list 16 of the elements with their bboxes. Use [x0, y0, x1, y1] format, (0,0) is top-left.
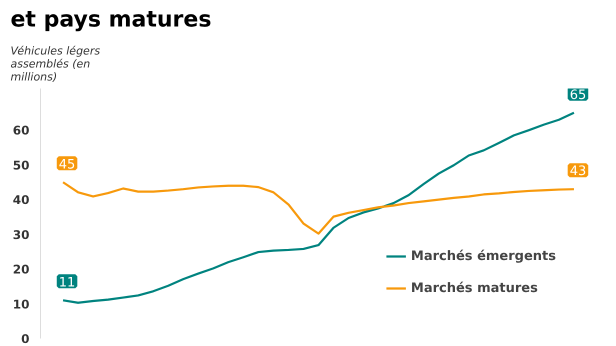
- data-label: 45: [58, 157, 76, 172]
- data-label: 43: [570, 164, 586, 180]
- line-series: [62, 181, 576, 235]
- data-label: 65: [570, 88, 586, 103]
- data-label: 11: [58, 275, 76, 290]
- y-tick-label: 50: [12, 158, 30, 172]
- y-tick-label: 40: [12, 193, 30, 208]
- chart-title: et pays matures: [10, 8, 212, 32]
- y-tick-label: 60: [12, 124, 30, 138]
- y-tick-label: 30: [12, 228, 30, 242]
- y-tick-label: 20: [12, 262, 30, 277]
- legend-label: Marchés matures: [410, 280, 538, 296]
- y-axis-title: Véhicules légers assemblés (en millions): [10, 44, 100, 84]
- legend-label: Marchés émergents: [410, 248, 556, 264]
- y-tick-label: 10: [12, 297, 30, 312]
- y-tick-label: 0: [21, 332, 30, 346]
